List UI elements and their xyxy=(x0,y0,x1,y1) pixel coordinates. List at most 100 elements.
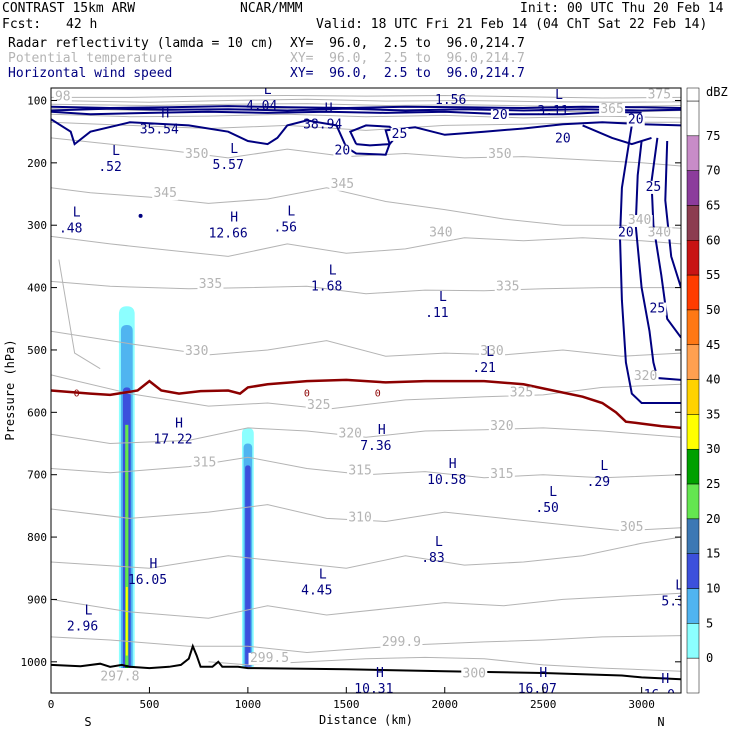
theta-label-bg xyxy=(626,214,653,227)
extremum-type: L xyxy=(287,204,295,219)
field-reflectivity-xy: XY= 96.0, 2.5 to 96.0,214.7 xyxy=(290,36,525,51)
extremum-type: H xyxy=(161,107,169,122)
x-tick-label: 2500 xyxy=(530,698,557,711)
wind-label: 20 xyxy=(628,113,644,128)
extremum-value: 12.66 xyxy=(209,227,248,242)
theta-label: 320 xyxy=(490,419,513,434)
theta-label-bg xyxy=(646,89,673,102)
wind-contour xyxy=(51,105,681,110)
theta-contour xyxy=(51,427,681,445)
extremum-type: H xyxy=(150,557,158,572)
extremum-type: H xyxy=(378,423,386,438)
theta-label-bg xyxy=(488,420,515,433)
extremum-type: L xyxy=(439,290,447,305)
theta-contour xyxy=(51,235,681,257)
y-tick-label: 600 xyxy=(27,406,47,419)
x-tick-label: 0 xyxy=(48,698,55,711)
colorbar-label: 55 xyxy=(706,268,720,282)
theta-label-bg xyxy=(632,370,659,383)
theta-label-bg xyxy=(488,468,515,481)
theta-label: 325 xyxy=(510,386,533,401)
wind-label-bg xyxy=(644,180,663,194)
theta-label: 350 xyxy=(185,147,208,162)
extremum-value: 3.11 xyxy=(537,104,568,119)
theta-label: 365 xyxy=(600,102,623,117)
extremum-value: 4.45 xyxy=(301,583,332,598)
theta-label-bg xyxy=(183,148,210,161)
theta-label: 315 xyxy=(348,464,371,479)
theta-label-bg xyxy=(152,188,179,201)
extremum-value: .52 xyxy=(98,160,121,175)
theta-label-bg xyxy=(305,400,332,413)
wind-contour xyxy=(138,213,143,218)
theta-label: 300 xyxy=(463,666,486,681)
theta-label-bg xyxy=(337,428,364,441)
org-label: NCAR/MMM xyxy=(240,1,303,16)
theta-label: 330 xyxy=(480,344,503,359)
field-wind-name: Horizontal wind speed xyxy=(8,66,173,81)
field-theta-name: Potential temperature xyxy=(8,51,173,66)
extremum-type: H xyxy=(661,672,669,687)
theta-label: 299.9 xyxy=(382,635,421,650)
theta-contour xyxy=(58,259,101,370)
colorbar-label: 0 xyxy=(706,651,713,665)
extremum-value: 35.54 xyxy=(140,123,179,138)
extremum-value: .48 xyxy=(59,222,82,237)
freezing-level-label: 0 xyxy=(375,389,381,400)
extremum-value: 5.3 xyxy=(661,595,684,610)
colorbar-label: 25 xyxy=(706,477,720,491)
colorbar-swatch xyxy=(686,553,700,589)
y-tick-label: 1000 xyxy=(21,656,48,669)
theta-label-bg xyxy=(191,457,218,470)
theta-label: 345 xyxy=(153,186,176,201)
x-end-label-right: N xyxy=(657,715,664,729)
colorbar-label: 60 xyxy=(706,233,720,247)
theta-label-bg xyxy=(599,103,626,116)
y-tick-label: 400 xyxy=(27,282,47,295)
theta-label-bg xyxy=(618,521,645,534)
theta-label: 315 xyxy=(490,467,513,482)
extremum-value: 38.94 xyxy=(303,118,342,133)
theta-contour xyxy=(51,504,681,532)
x-tick-label: 500 xyxy=(140,698,160,711)
theta-label-bg xyxy=(183,345,210,358)
x-tick-label: 2000 xyxy=(432,698,459,711)
extremum-value: 4.04 xyxy=(246,99,277,114)
field-theta-xy: XY= 96.0, 2.5 to 96.0,214.7 xyxy=(290,51,525,66)
extremum-value: 17.22 xyxy=(153,433,192,448)
wind-contour xyxy=(618,125,681,404)
colorbar-swatch xyxy=(686,344,700,380)
colorbar-label: 70 xyxy=(706,164,720,178)
theta-contour xyxy=(51,94,681,99)
theta-label: 335 xyxy=(496,280,519,295)
valid-time: Valid: 18 UTC Fri 21 Feb 14 (04 ChT Sat … xyxy=(316,17,708,32)
wind-label-bg xyxy=(616,226,635,240)
theta-label-bg xyxy=(347,465,374,478)
theta-label: 340 xyxy=(429,225,452,240)
colorbar-label: 15 xyxy=(706,547,720,561)
theta-label: 315 xyxy=(193,456,216,471)
plot-frame xyxy=(50,87,682,694)
extremum-type: L xyxy=(549,485,557,500)
freezing-level-label: 0 xyxy=(304,389,310,400)
init-time: Init: 00 UTC Thu 20 Feb 14 xyxy=(520,1,724,16)
theta-label: 320 xyxy=(634,369,657,384)
theta-label: 320 xyxy=(339,426,362,441)
wind-contour xyxy=(51,107,681,112)
theta-contour xyxy=(51,113,681,119)
theta-label-bg xyxy=(427,227,454,240)
extremum-type: L xyxy=(600,459,608,474)
extremum-type: H xyxy=(325,102,333,117)
theta-label: 345 xyxy=(331,177,354,192)
colorbar-cap xyxy=(686,87,700,102)
theta-label: 340 xyxy=(648,225,671,240)
extremum-type: L xyxy=(73,206,81,221)
wind-label: 25 xyxy=(646,180,662,195)
wind-speed-layer xyxy=(51,105,681,404)
colorbar-swatch xyxy=(686,240,700,276)
theta-contour xyxy=(51,330,681,357)
wind-label: 20 xyxy=(555,131,571,146)
